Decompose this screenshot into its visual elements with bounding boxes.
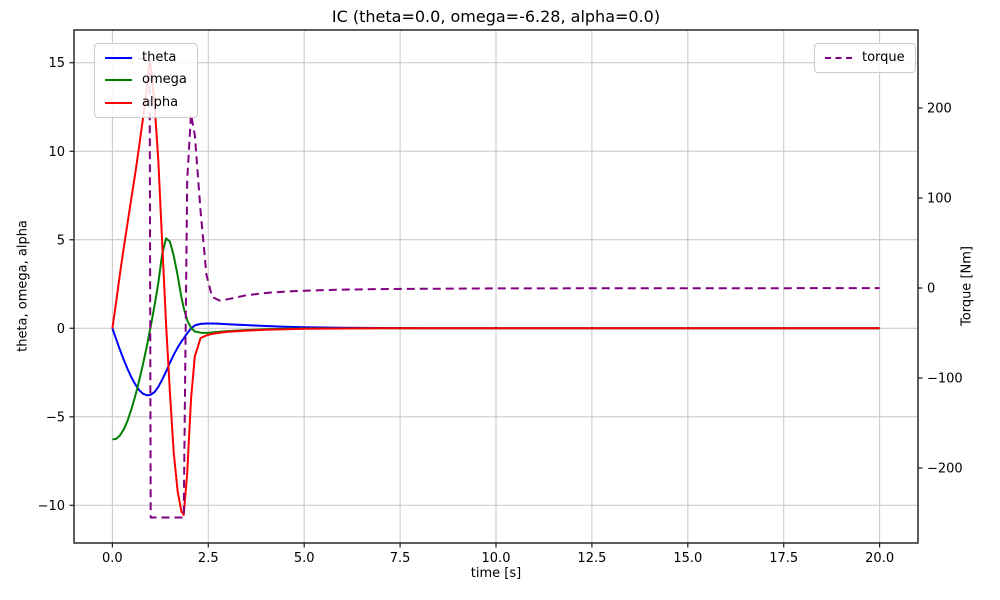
y-tick-label-right: 200 — [927, 102, 952, 117]
legend-right: torque — [814, 43, 916, 74]
legend-label-torque: torque — [862, 50, 905, 65]
x-tick-label: 2.5 — [198, 551, 219, 566]
y-tick-label-left: −5 — [46, 410, 65, 425]
y-tick-label-left: 15 — [48, 56, 65, 71]
legend-label-alpha: alpha — [142, 94, 179, 110]
y-tick-label-right: −200 — [927, 462, 963, 477]
x-tick-label: 5.0 — [294, 551, 315, 566]
y-tick-label-right: 0 — [927, 282, 935, 297]
x-tick-label: 10.0 — [482, 551, 511, 566]
x-tick-label: 15.0 — [673, 551, 702, 566]
series-line-alpha — [111, 60, 880, 516]
torque-line-sample — [825, 57, 852, 60]
alpha-line-sample — [105, 101, 132, 104]
legend-item-alpha: alpha — [105, 94, 187, 110]
y-axis-label-right: Torque [Nm] — [959, 246, 975, 326]
y-tick-label-left: 10 — [48, 145, 65, 160]
y-axis-label-left: theta, omega, alpha — [15, 220, 31, 352]
x-tick-label: 20.0 — [865, 551, 894, 566]
legend-label-omega: omega — [142, 72, 187, 88]
legend-item-theta: theta — [105, 50, 187, 65]
y-tick-label-left: 5 — [57, 233, 65, 248]
theta-line-sample — [105, 57, 132, 60]
chart-title: IC (theta=0.0, omega=-6.28, alpha=0.0) — [331, 7, 661, 26]
x-tick-label: 17.5 — [769, 551, 798, 566]
legend-item-torque: torque — [825, 50, 905, 65]
y-tick-label-left: −10 — [38, 499, 65, 514]
y-tick-label-right: 100 — [927, 192, 952, 207]
legend-left: theta omega alpha — [94, 43, 198, 118]
x-tick-label: 0.0 — [102, 551, 123, 566]
legend-item-omega: omega — [105, 72, 187, 88]
legend-label-theta: theta — [142, 50, 177, 65]
x-tick-label: 7.5 — [390, 551, 411, 566]
omega-line-sample — [105, 79, 132, 82]
x-tick-label: 12.5 — [577, 551, 606, 566]
x-axis-label: time [s] — [470, 566, 522, 581]
y-tick-label-left: 0 — [57, 322, 65, 337]
series-line-torque — [112, 57, 880, 519]
y-tick-label-right: −100 — [927, 372, 963, 387]
